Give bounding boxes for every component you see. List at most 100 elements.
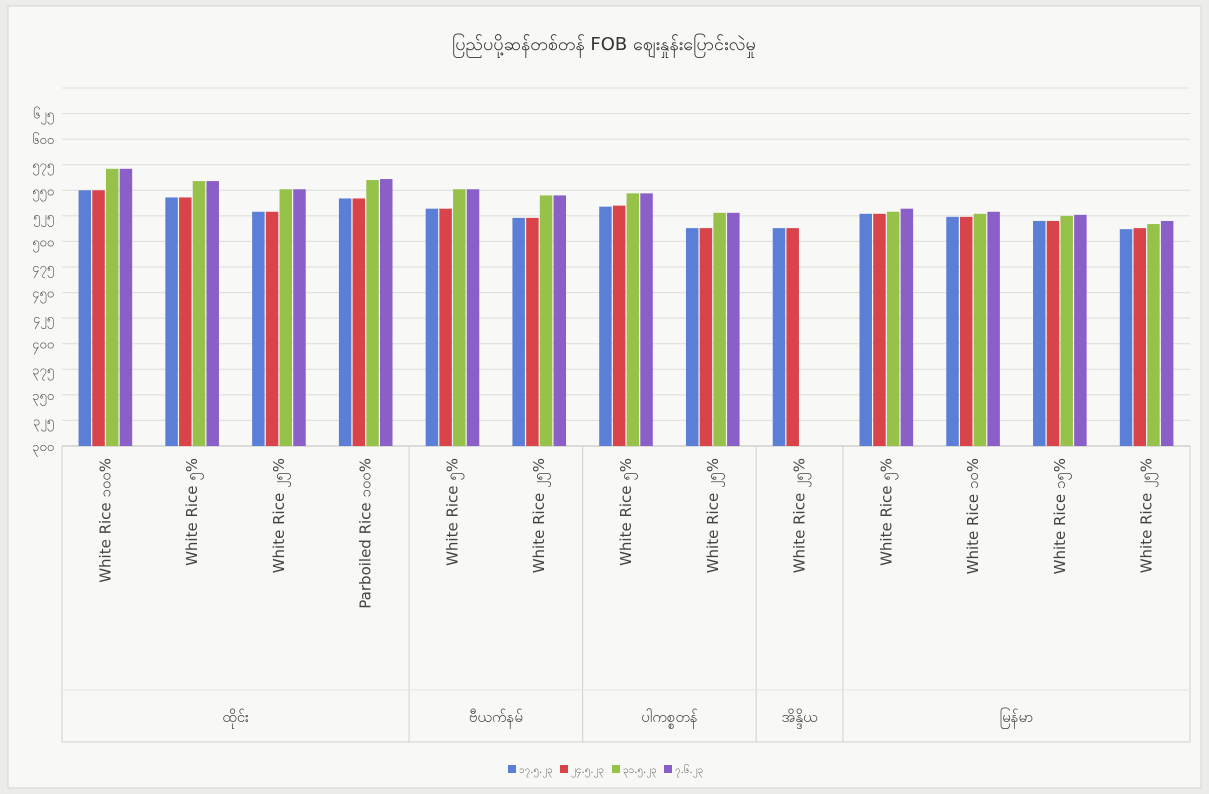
legend-label: ၁၇.၅.၂၃ xyxy=(519,765,553,778)
bar-4-13 xyxy=(1160,220,1174,446)
legend-swatch xyxy=(508,765,516,773)
y-tick-label: ၃၂၅ xyxy=(33,414,54,431)
bars xyxy=(78,168,1174,447)
bar-4-2 xyxy=(206,181,219,446)
y-tick-label: ၅၇၅ xyxy=(32,159,54,176)
category-labels: White Rice ၁၀၀% White Rice ၅% White Rice ၂… xyxy=(96,458,1158,609)
group-label: အိန္ဒိယ xyxy=(781,708,817,729)
group-label: ပါကစ္စတန် xyxy=(641,708,698,729)
category-label: White Rice ၂၅% xyxy=(791,458,812,573)
category-label: White Rice ၅% xyxy=(617,458,638,566)
bar-3-2 xyxy=(192,181,206,446)
y-tick-label: ၃၅၀ xyxy=(32,389,54,406)
bar-1-4 xyxy=(338,198,352,446)
legend-swatch xyxy=(560,765,568,773)
bar-2-8 xyxy=(699,228,713,446)
bar-4-12 xyxy=(1074,214,1087,446)
y-tick-label: ၃၇၅ xyxy=(32,363,54,380)
bar-1-3 xyxy=(252,211,265,446)
bar-3-8 xyxy=(713,212,726,446)
bar-2-9 xyxy=(786,228,799,446)
bar-2-1 xyxy=(92,190,105,446)
category-label: White Rice ၂၅% xyxy=(270,458,291,573)
bar-3-4 xyxy=(366,180,379,447)
bar-1-12 xyxy=(1033,220,1046,446)
bar-4-10 xyxy=(900,208,914,446)
chart-title: ပြည်ပပို့ဆန်တစ်တန် FOB ဈေးနှုန်းပြောင်းလ… xyxy=(452,33,755,58)
bar-2-5 xyxy=(439,208,452,446)
category-label: White Rice ၁၅% xyxy=(1051,458,1072,574)
bar-1-6 xyxy=(512,217,525,446)
bar-3-7 xyxy=(626,193,640,446)
bar-4-6 xyxy=(553,195,567,446)
bar-1-11 xyxy=(946,216,959,446)
bar-3-13 xyxy=(1147,224,1160,446)
category-label: White Rice ၂၅% xyxy=(1138,458,1159,573)
gridlines xyxy=(61,87,1191,743)
bar-3-1 xyxy=(105,168,119,446)
category-label: White Rice ၁၀၀% xyxy=(96,458,114,583)
category-label: White Rice ၅% xyxy=(183,458,204,566)
bar-4-11 xyxy=(987,211,1000,446)
group-labels: ထိုင်း ဗီယက်နမ် ပါကစ္စတန် အိန္ဒိယ မြန်မာ xyxy=(222,707,1033,729)
bar-1-9 xyxy=(772,228,786,446)
y-tick-label: ၃၀၀ xyxy=(32,440,54,457)
bar-4-4 xyxy=(379,179,393,446)
bar-4-3 xyxy=(293,189,306,446)
bar-4-5 xyxy=(466,189,480,446)
y-tick-label: ၄၇၅ xyxy=(32,261,54,278)
bar-1-8 xyxy=(685,228,699,446)
bar-2-3 xyxy=(265,211,279,446)
bar-2-10 xyxy=(873,213,886,446)
y-tick-label: ၆၂၅ xyxy=(33,107,54,125)
legend: ၁၇.၅.၂၃ ၂၄.၅.၂၃ ၃၁.၅.၂၃ ၇.၆.၂၃ xyxy=(508,763,703,778)
bar-3-12 xyxy=(1060,215,1073,446)
bar-2-7 xyxy=(612,205,626,446)
bar-2-4 xyxy=(352,198,366,446)
y-tick-label: ၅၅၀ xyxy=(32,184,54,201)
bar-3-10 xyxy=(886,211,900,446)
bar-2-13 xyxy=(1133,228,1147,446)
category-label: White Rice ၁၀% xyxy=(964,458,982,574)
y-tick-label: ၅၀၀ xyxy=(32,235,54,252)
legend-item: ၂၄.၅.၂၃ xyxy=(560,765,604,778)
bar-4-1 xyxy=(119,168,133,446)
bar-1-1 xyxy=(78,190,92,446)
y-tick-label: ၆၀၀ xyxy=(32,132,54,148)
legend-swatch xyxy=(664,765,672,773)
legend-label: ၂၄.၅.၂၃ xyxy=(571,765,604,778)
legend-item: ၃၁.၅.၂၃ xyxy=(612,765,657,778)
y-tick-label: ၄၅၀ xyxy=(32,287,54,304)
category-label: White Rice ၅% xyxy=(443,458,464,566)
legend-label: ၇.၆.၂၃ xyxy=(675,763,703,778)
group-label: ဗီယက်နမ် xyxy=(469,708,523,729)
bar-2-2 xyxy=(179,197,192,446)
group-label: မြန်မာ xyxy=(1000,707,1034,729)
bar-1-2 xyxy=(165,197,178,446)
category-label: White Rice ၂၅% xyxy=(530,458,551,573)
legend-item: ၇.၆.၂၃ xyxy=(664,763,703,778)
bar-3-6 xyxy=(539,195,553,446)
legend-swatch xyxy=(612,765,620,773)
bar-3-5 xyxy=(453,189,466,446)
group-label: ထိုင်း xyxy=(222,708,249,729)
y-tick-label: ၄၀၀ xyxy=(32,338,54,355)
bar-1-5 xyxy=(425,208,439,446)
bar-3-11 xyxy=(973,213,987,446)
bar-1-7 xyxy=(599,206,612,446)
y-tick-label: ၄၂၅ xyxy=(33,312,54,329)
category-label: Parboiled Rice ၁၀၀% xyxy=(357,458,375,609)
bar-1-13 xyxy=(1119,229,1133,446)
bar-3-3 xyxy=(279,189,293,446)
category-label: White Rice ၂၅% xyxy=(704,458,725,573)
bar-4-8 xyxy=(727,212,740,446)
bar-2-6 xyxy=(526,217,539,446)
y-tick-label: ၅၂၅ xyxy=(33,210,54,227)
y-axis-ticks: ၃၀၀ ၃၂၅ ၃၅၀ ၃၇၅ ၄၀၀ ၄၂၅ ၄၅၀ ၄၇၅ ၅၀၀ ၅၂၅ ၅၅၀ ၅၇၅ ၆၀၀ ၆… xyxy=(32,107,54,457)
bar-2-12 xyxy=(1046,220,1060,446)
bar-1-10 xyxy=(859,213,873,446)
bar-4-7 xyxy=(640,193,653,446)
bar-2-11 xyxy=(959,216,973,446)
